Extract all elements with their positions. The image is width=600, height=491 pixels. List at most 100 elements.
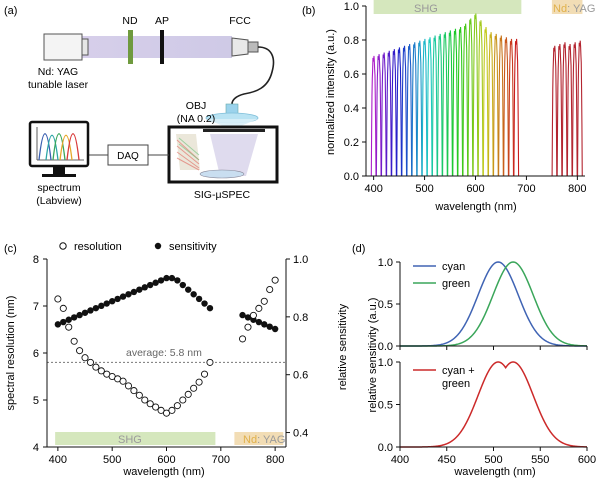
chart-b-shg-peak <box>487 32 494 177</box>
chart-c-sensitivity-point <box>206 304 214 312</box>
chart-c-sensitivity-point <box>81 309 89 316</box>
chart-b-lines <box>370 13 583 177</box>
chart-b-y-tick-label: 0.6 <box>344 69 359 81</box>
chart-d-y-tick-label: 1.0 <box>378 257 393 269</box>
chart-c-resolution-point <box>141 396 149 404</box>
laser-label-line1: Nd: YAG <box>38 66 78 78</box>
chart-d: 0.0 0.5 1.0 0.0 0.5 1.0 400 450 500 550 600 cyan g… <box>367 257 596 478</box>
chart-c-resolution-point <box>65 323 73 331</box>
legend-mix-label-line2: green <box>442 378 470 390</box>
optical-fiber <box>231 46 275 105</box>
chart-c-sensitivity-point <box>98 302 105 310</box>
chart-c-sensitivity-point <box>179 281 186 289</box>
chart-c-sensitivity-point <box>87 307 94 314</box>
chart-b-shg-peak <box>452 28 459 177</box>
chart-c-sensitivity-point <box>157 277 165 284</box>
chart-c-resolution-point <box>168 406 176 414</box>
chart-d-y-tick-label: 0.5 <box>378 299 393 311</box>
chart-c-resolution-point <box>184 390 192 398</box>
chart-c-resolution-point <box>200 370 209 378</box>
chart-c-x-tick-label: 400 <box>49 454 67 466</box>
chart-b-shg-peak <box>477 20 484 177</box>
chart-b-shg-peak <box>386 50 392 177</box>
chart-c-y-tick-label-right: 0.6 <box>293 370 308 382</box>
chart-c-sensitivity-point <box>92 304 100 312</box>
chart-b-shg-peak <box>426 37 433 177</box>
chart-c-sensitivity-point <box>174 277 181 284</box>
chart-c-sensitivity-point <box>141 284 148 291</box>
chart-b-x-tick-label: 800 <box>568 183 586 195</box>
chart-d-cyan-green-curve <box>400 361 588 448</box>
chart-b-band-ndyag <box>551 0 583 14</box>
panel-label-a: (a) <box>4 5 17 17</box>
chart-c-sensitivity-point <box>201 300 208 307</box>
chart-c-sensitivity-point <box>108 298 116 305</box>
chart-c-sensitivity-point <box>60 318 67 326</box>
chart-c-y-tick-label-right: 1.0 <box>293 254 308 266</box>
chart-b-band-label-ndyag-b: : YAG <box>567 3 595 15</box>
chart-c-resolution-point <box>179 396 187 404</box>
chart-b-y-tick-label: 0.8 <box>344 35 359 47</box>
chart-c-resolution-point <box>238 335 247 343</box>
fiber-collimator-icon <box>231 37 249 57</box>
chart-b-x-tick-label: 700 <box>517 183 535 195</box>
fcc-label: FCC <box>229 15 251 27</box>
chart-d-y-tick-label: 0.0 <box>378 341 393 353</box>
chart-b-ndyag-peak <box>551 45 558 177</box>
chart-c-resolution-point <box>190 384 198 392</box>
chart-c-sensitivity-point <box>239 311 246 319</box>
chart-c-resolution-point <box>59 304 67 312</box>
chart-b-y-tick-label: 0.0 <box>344 171 359 183</box>
chart-c-resolution-point <box>271 276 279 284</box>
panel-label-b: (b) <box>302 5 315 17</box>
chart-b-shg-peak <box>447 30 453 177</box>
panel-label-d: (d) <box>352 243 365 255</box>
chart-c-sensitivity-point <box>147 281 154 289</box>
chart-c-sensitivity-point <box>125 291 132 298</box>
chart-b-x-tick-label: 600 <box>466 183 484 195</box>
chart-b-shg-peak <box>436 33 443 177</box>
chart-b-shg-peak <box>375 54 382 177</box>
ap-label: AP <box>155 15 169 27</box>
chart-b-shg-peak <box>370 55 377 177</box>
chart-b-shg-peak <box>380 52 387 177</box>
chart-b-shg-peak <box>411 42 418 177</box>
chart-c-sensitivity-point <box>271 325 279 333</box>
chart-c-axes: 400 500 600 700 800 4 5 6 7 8 0.4 0.6 0.8 1.0 <box>33 254 308 466</box>
chart-b-shg-peak <box>401 45 408 177</box>
chart-d-y-tick-label: 1.0 <box>378 357 393 369</box>
nd-filter-icon <box>128 30 133 64</box>
chart-d-x-tick-label: 600 <box>578 454 596 466</box>
chart-b: SHG Nd: YAG 400 500 600 700 800 0.0 0.2 0.4 0.6 0… <box>325 0 595 213</box>
chart-c-resolution-point <box>244 323 252 331</box>
chart-c-y-tick-label-right: 0.4 <box>293 428 308 440</box>
daq-label: DAQ <box>117 151 139 162</box>
chart-c-average-label: average: 5.8 nm <box>126 347 202 359</box>
chart-b-shg-peak <box>498 35 504 177</box>
chart-c-sensitivity-point <box>119 293 127 300</box>
chart-c-y-tick-label-left: 4 <box>33 442 39 454</box>
spectrum-label-line2: (Labview) <box>36 195 82 207</box>
chart-c-resolution-point <box>70 337 78 345</box>
spectrum-label-line1: spectrum <box>37 182 80 194</box>
chart-d-x-tick-label: 500 <box>484 454 502 466</box>
legend-mix-label-line1: cyan + <box>442 365 475 377</box>
chart-b-y-tick-label: 0.4 <box>344 103 359 115</box>
chart-c-band-label-ndyag-a: Nd <box>243 434 257 446</box>
aperture-icon <box>160 30 164 64</box>
chart-c-sensitivity-point <box>244 314 252 321</box>
chart-b-shg-peak <box>431 35 438 177</box>
chart-c-resolution-point <box>135 391 143 399</box>
chart-c-resolution-point <box>130 387 138 395</box>
chart-d-cyan-curve <box>400 261 588 347</box>
chart-c-sensitivity-point <box>54 321 62 328</box>
chart-b-ndyag-peak <box>577 40 583 177</box>
chart-b-band-shg <box>373 0 522 14</box>
obj-label-line1: OBJ <box>186 100 206 112</box>
chart-c-sensitivity-point <box>152 279 159 286</box>
legend-sensitivity-marker <box>154 242 162 250</box>
chart-c-resolution-point <box>255 304 263 312</box>
chart-c-sensitivity-point <box>136 286 143 293</box>
chart-d-x-tick-label: 550 <box>531 454 549 466</box>
